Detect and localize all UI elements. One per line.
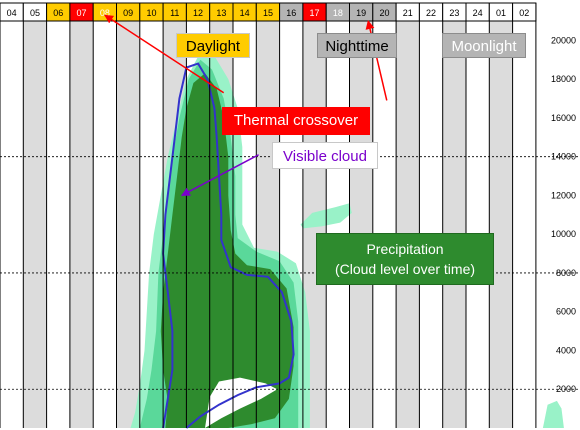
hour-label: 05 [30,8,40,18]
y-tick-label: 20000 [551,35,576,45]
column-band [23,21,47,428]
hour-label: 21 [403,8,413,18]
column-band [0,21,24,428]
hour-label: 16 [286,8,296,18]
column-lines [0,3,537,428]
hour-label: 18 [333,8,343,18]
column-band [372,21,397,428]
nighttime-label: Nighttime [317,33,397,58]
column-band [46,21,70,428]
column-band [93,21,117,428]
hour-label: 02 [519,8,529,18]
column-band [442,21,466,428]
thermal-crossover-label: Thermal crossover [222,107,370,135]
hour-label: 09 [123,8,133,18]
y-tick-label: 18000 [551,74,576,84]
hour-label: 22 [426,8,436,18]
hour-label: 08 [100,8,110,18]
y-tick-label: 2000 [556,384,576,394]
precipitation-area [542,400,564,428]
column-band [69,21,94,428]
column-band [349,21,373,428]
precipitation-label-line2: (Cloud level over time) [334,261,476,277]
hour-label: 14 [240,8,250,18]
y-tick-label: 12000 [551,190,576,200]
column-band [116,21,140,428]
y-tick-label: 10000 [551,229,576,239]
column-band [466,21,490,428]
hour-label: 19 [356,8,366,18]
y-tick-label: 6000 [556,307,576,317]
hour-label: 07 [77,8,87,18]
precipitation-area [205,377,278,428]
precipitation-area [160,73,294,429]
hour-label: 01 [496,8,506,18]
hour-header: 04 05 06 07 08 09 10 11 12 13 14 15 16 17 18 19 20 21 22 23… [0,2,537,22]
hour-label: 06 [53,8,63,18]
axis-gutter [535,21,580,428]
hour-label: 23 [449,8,459,18]
hour-label: 20 [379,8,389,18]
hour-label: 12 [193,8,203,18]
y-axis: 2000 4000 6000 8000 10000 12000 14000 16000 1800… [551,35,576,394]
column-band [512,21,536,428]
visible-cloud-label: Visible cloud [272,142,378,169]
hour-label: 13 [216,8,226,18]
daylight-label: Daylight [176,33,250,58]
visible-arrow [180,154,259,197]
column-band [396,21,420,428]
y-tick-label: 14000 [551,152,576,162]
hour-label: 17 [310,8,320,18]
column-band [419,21,443,428]
y-tick-label: 16000 [551,113,576,123]
hour-label: 11 [170,8,179,18]
y-tick-label: 4000 [556,345,576,355]
precipitation-areas [130,52,564,429]
hour-label: 24 [473,8,483,18]
y-tick-label: 8000 [556,268,576,278]
hour-label: 04 [7,8,17,18]
precipitation-label-line1: Precipitation [366,241,444,257]
precipitation-label: Precipitation (Cloud level over time) [316,233,494,285]
hour-cell [512,2,537,22]
thermal-arrow-1 [104,14,225,94]
column-band [489,21,513,428]
moonlight-label: Moonlight [442,33,526,58]
hour-label: 15 [263,8,273,18]
hour-label: 10 [146,8,156,18]
